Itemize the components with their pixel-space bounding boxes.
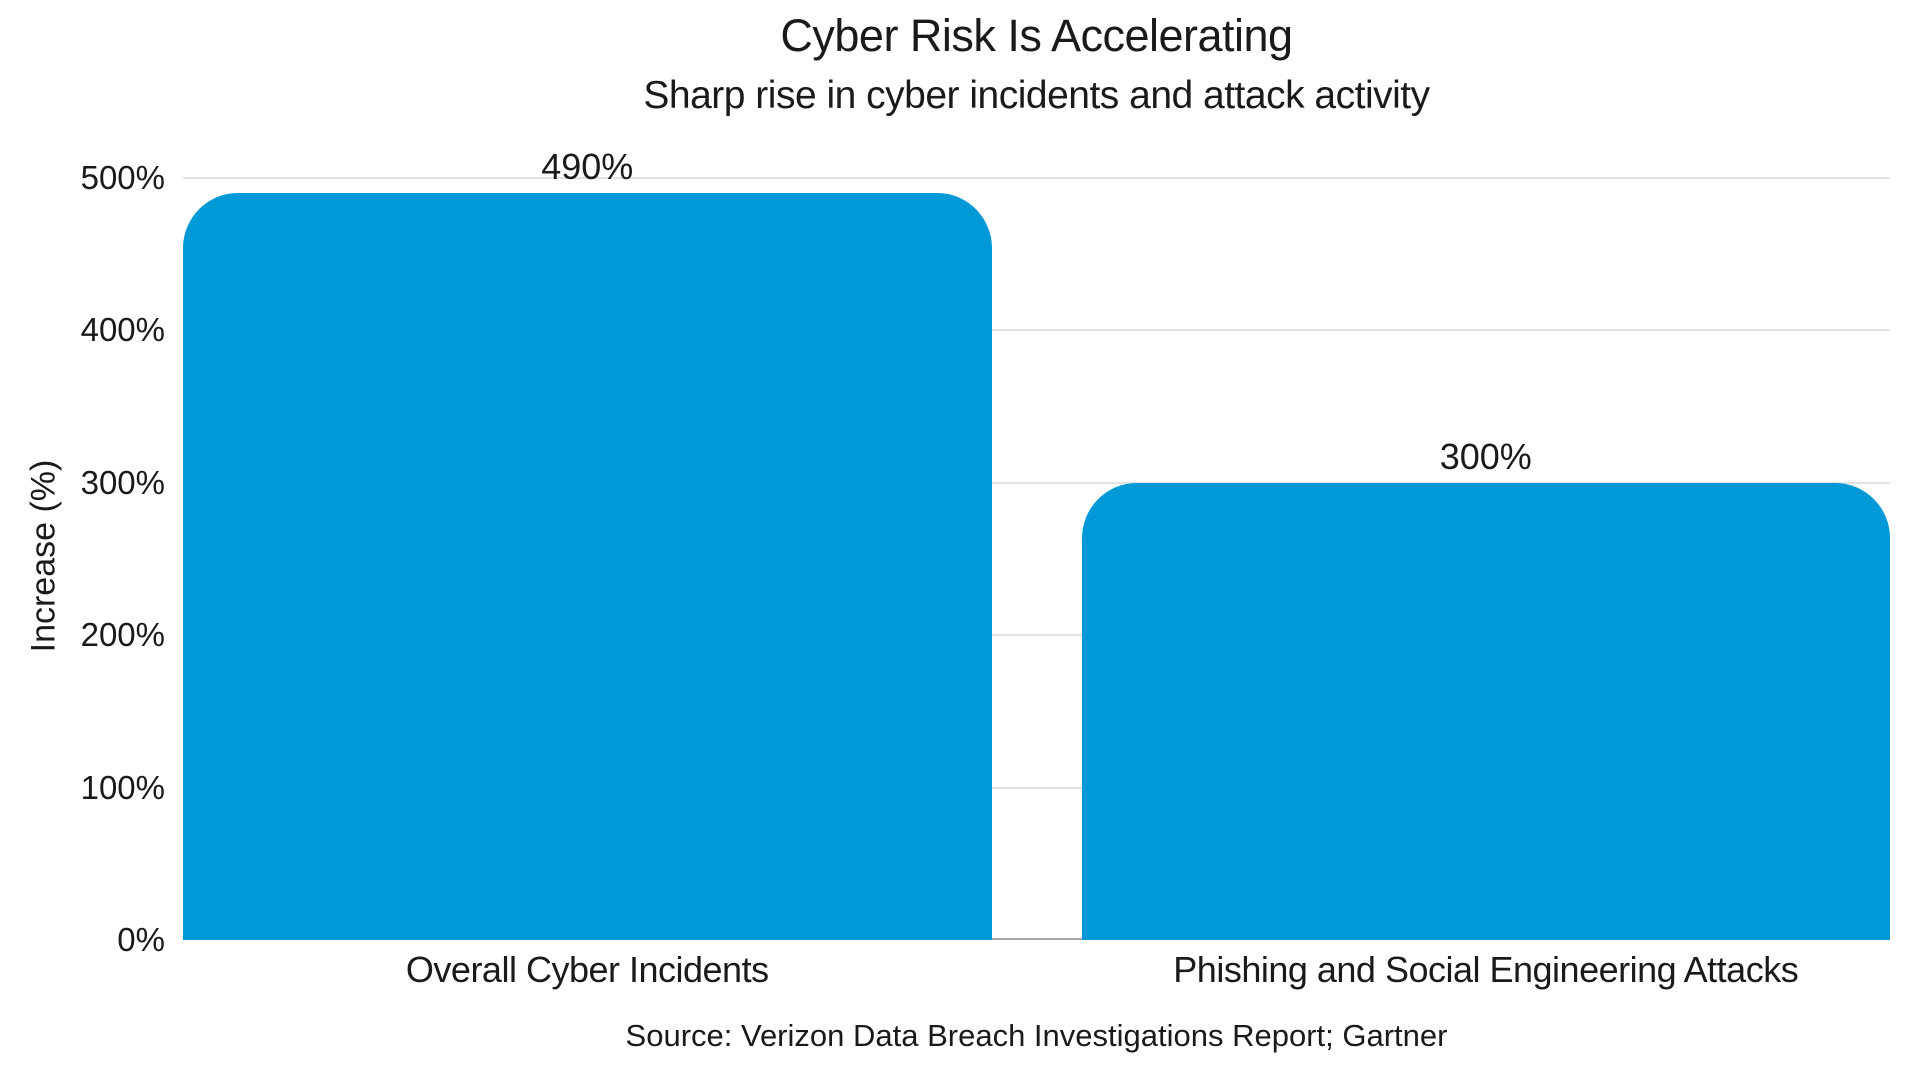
chart-subtitle: Sharp rise in cyber incidents and attack… xyxy=(643,74,1430,117)
y-tick-label: 0% xyxy=(117,921,165,958)
x-axis-line xyxy=(183,938,1890,940)
bars-container: 490% 300% xyxy=(183,147,1890,940)
bar-1 xyxy=(183,193,992,940)
bar-value-label: 300% xyxy=(1439,435,1532,477)
y-tick-label: 300% xyxy=(80,463,165,501)
chart-title: Cyber Risk Is Accelerating xyxy=(780,10,1293,61)
source-note: Source: Verizon Data Breach Investigatio… xyxy=(625,1018,1448,1053)
y-tick-label: 400% xyxy=(80,311,165,349)
bar-value-label: 490% xyxy=(541,146,634,188)
gridline-400 xyxy=(183,329,1890,332)
y-tick-label: 100% xyxy=(80,768,165,806)
x-category-label: Phishing and Social Engineering Attacks xyxy=(1173,949,1799,990)
gridline-100 xyxy=(183,786,1890,789)
x-axis-category-labels: Overall Cyber Incidents Phishing and Soci… xyxy=(183,948,1890,992)
x-category-label: Overall Cyber Incidents xyxy=(405,949,769,990)
plot-area: 490% 300% xyxy=(183,147,1890,940)
bar-slot: 300% xyxy=(1081,178,1890,940)
gridline-300 xyxy=(183,481,1890,484)
y-tick-label: 500% xyxy=(80,159,165,196)
bar-slot: 490% xyxy=(183,147,992,940)
y-axis-tick-labels: 0% 100% 200% 300% 400% 500% xyxy=(0,159,165,958)
gridline-200 xyxy=(183,634,1890,637)
y-tick-label: 200% xyxy=(80,616,165,654)
bar-2 xyxy=(1081,482,1890,940)
gridline-500 xyxy=(183,177,1890,179)
